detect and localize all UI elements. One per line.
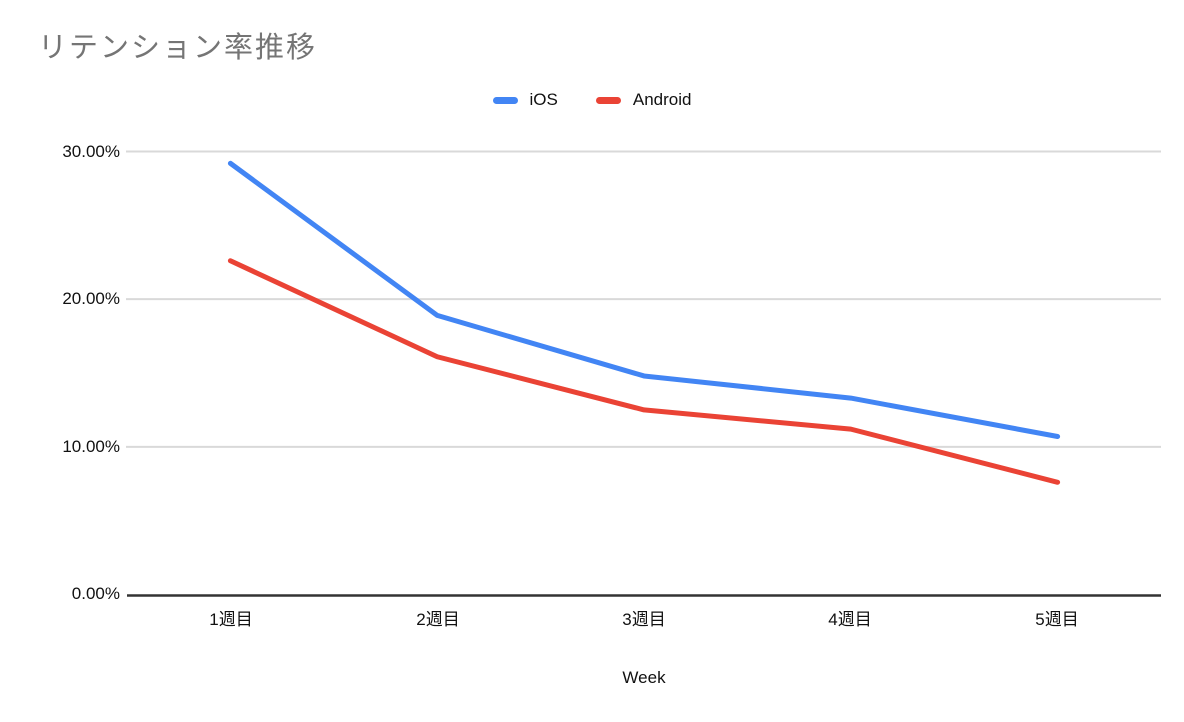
ios-series-swatch-icon: [492, 96, 518, 104]
y-tick-label-10: 10.00%: [62, 437, 120, 456]
legend-item-android: Android: [595, 90, 692, 110]
x-tick-label-week2: 2週目: [416, 610, 460, 629]
series-line-ios: [227, 160, 1061, 439]
y-tick-label-30: 30.00%: [62, 142, 120, 161]
android-series-swatch-icon: [595, 96, 621, 104]
y-tick-label-20: 20.00%: [62, 289, 120, 308]
series-line-android: [227, 258, 1061, 485]
x-tick-label-week5: 5週目: [1035, 610, 1079, 629]
legend-item-ios: iOS: [492, 90, 558, 110]
android-legend-label: Android: [632, 90, 692, 109]
chart-title: リテンション率推移: [38, 32, 318, 64]
x-axis-title: Week: [622, 668, 666, 687]
y-tick-label-0: 0.00%: [71, 584, 120, 603]
x-tick-label-week3: 3週目: [622, 610, 666, 629]
x-tick-label-week1: 1週目: [209, 610, 253, 629]
x-tick-label-week4: 4週目: [828, 610, 872, 629]
legend: iOS Android: [0, 90, 1184, 110]
ios-legend-label: iOS: [529, 90, 558, 109]
